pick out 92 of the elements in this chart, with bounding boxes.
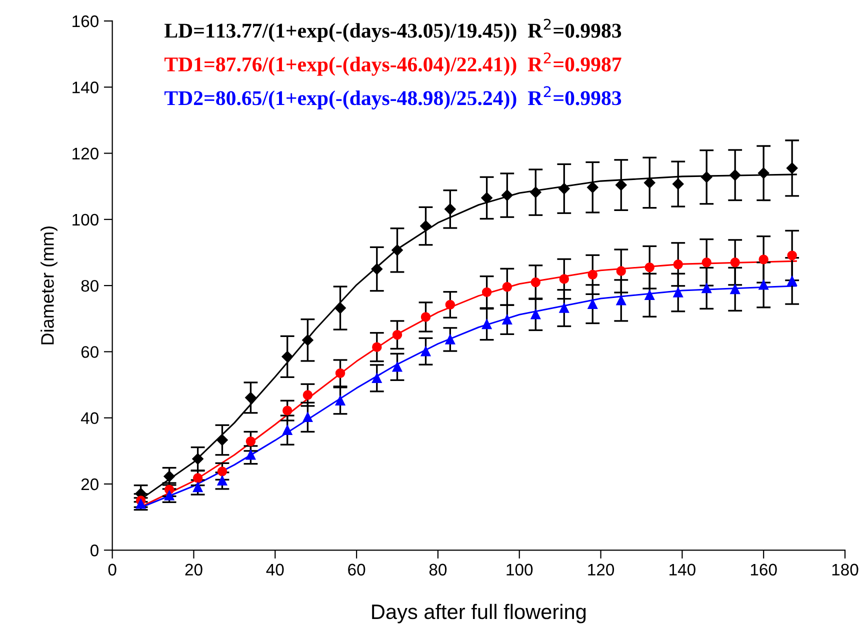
point — [302, 412, 313, 422]
text: TD1=87.76/(1+exp(-(days-46.04)/22.41)) R$^{2}$=0.9987 — [164, 52, 622, 76]
point — [644, 262, 654, 272]
point — [616, 179, 627, 191]
point — [787, 276, 797, 286]
point — [730, 284, 740, 294]
point — [444, 204, 456, 215]
point — [372, 342, 382, 352]
y-tick-label: 0 — [90, 544, 98, 556]
point — [217, 466, 228, 476]
point — [282, 351, 293, 362]
x-tick-label: 60 — [348, 564, 366, 576]
point — [673, 288, 683, 298]
point — [372, 373, 382, 384]
y-tick-label: 160 — [72, 15, 98, 28]
x-axis-title: Days after full flowering — [372, 604, 586, 624]
point — [588, 270, 598, 280]
point — [334, 302, 346, 314]
point — [482, 319, 492, 330]
point — [392, 362, 402, 372]
point — [786, 162, 798, 174]
point — [246, 450, 256, 460]
point — [588, 299, 598, 309]
point — [302, 334, 314, 346]
point — [420, 220, 432, 232]
point — [758, 168, 770, 179]
y-tick-label: 120 — [72, 148, 98, 160]
point — [282, 406, 292, 416]
x-tick-label: 180 — [832, 564, 858, 576]
y-tick-label: 140 — [72, 82, 98, 94]
x-tick-label: 100 — [506, 564, 533, 576]
point — [445, 300, 456, 310]
point — [502, 282, 512, 292]
point — [502, 190, 513, 201]
y-tick-label: 20 — [81, 478, 98, 490]
point — [282, 425, 292, 435]
x-tick-label: 0 — [108, 564, 116, 576]
point — [730, 258, 740, 268]
point — [245, 392, 256, 404]
point — [644, 290, 654, 300]
point — [644, 177, 656, 188]
y-tick-label: 40 — [80, 412, 98, 424]
point — [530, 186, 542, 198]
point — [217, 476, 228, 486]
point — [392, 244, 403, 256]
point — [758, 254, 768, 264]
x-tick-label: 20 — [185, 564, 202, 576]
point — [164, 490, 174, 500]
point — [192, 453, 204, 464]
text: TD2=80.65/(1+exp(-(days-48.98)/25.24)) R$^{2}$=0.9983 — [164, 86, 622, 110]
point — [530, 309, 541, 320]
point — [192, 473, 203, 483]
point — [246, 436, 256, 446]
point — [672, 178, 684, 190]
point — [216, 434, 228, 446]
point — [558, 183, 570, 194]
point — [559, 274, 569, 284]
point — [420, 312, 431, 322]
point — [164, 470, 175, 482]
point — [587, 182, 598, 193]
point — [192, 482, 203, 492]
point — [445, 334, 456, 344]
point — [392, 330, 402, 340]
point — [758, 280, 768, 290]
point — [482, 287, 492, 298]
point — [616, 266, 626, 276]
point — [420, 346, 431, 356]
point — [787, 250, 797, 260]
point — [702, 258, 712, 268]
point — [335, 396, 346, 406]
point — [481, 192, 492, 204]
point — [702, 283, 712, 294]
text: LD=113.77/(1+exp(-(days-43.05)/19.45)) R$^{2}$=0.9983 — [164, 18, 622, 42]
point — [729, 170, 741, 181]
point — [302, 390, 313, 400]
y-tick-label: 60 — [81, 346, 98, 358]
x-tick-label: 120 — [588, 564, 614, 576]
point — [559, 303, 569, 313]
y-tick-label: 100 — [72, 214, 98, 226]
point — [371, 263, 382, 275]
x-tick-label: 140 — [670, 564, 696, 576]
x-tick-label: 40 — [266, 564, 284, 576]
point — [616, 296, 626, 306]
y-tick-label: 80 — [81, 280, 98, 292]
point — [673, 260, 683, 270]
y-axis-title: Diameter (mm) — [40, 226, 58, 344]
point — [530, 277, 541, 288]
point — [700, 171, 712, 183]
x-tick-label: 160 — [750, 564, 777, 576]
x-tick-label: 80 — [429, 564, 447, 576]
point — [502, 314, 512, 324]
point — [335, 368, 346, 378]
